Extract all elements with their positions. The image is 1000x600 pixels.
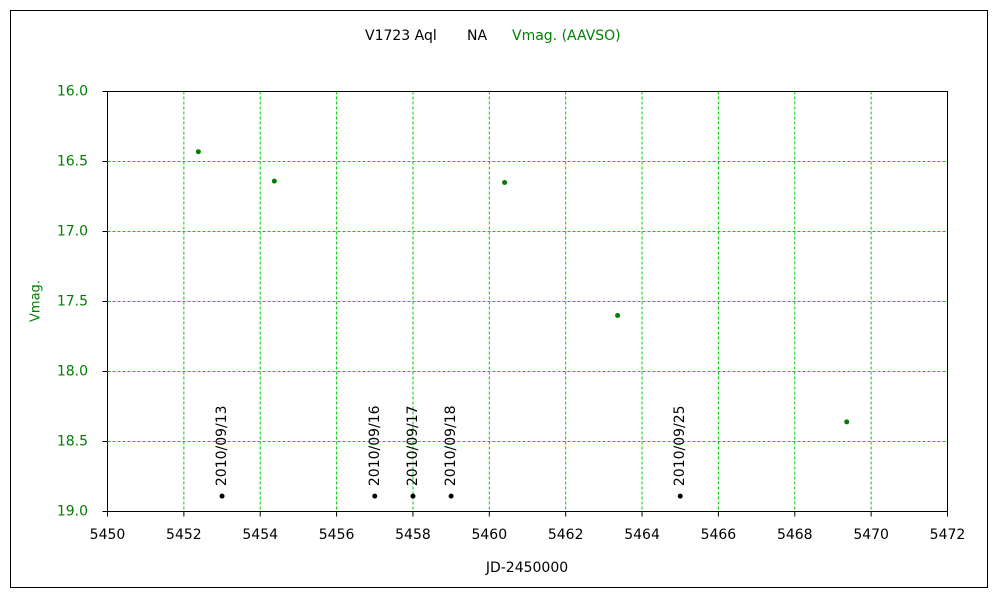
x-tick-label: 5454 — [242, 527, 278, 543]
x-tick-label: 5468 — [777, 527, 813, 543]
x-tick-label: 5458 — [395, 527, 431, 543]
chart-subtitle: NA — [467, 28, 487, 44]
point — [844, 419, 850, 425]
annotation-label: 2010/09/25 — [672, 405, 688, 486]
frame — [10, 10, 988, 588]
x-tick-label: 5462 — [548, 527, 584, 543]
y-tick-label: 16.5 — [57, 154, 88, 170]
annotation-label: 2010/09/16 — [367, 405, 383, 486]
x-tick-label: 5460 — [471, 527, 507, 543]
annotation-marker — [372, 493, 378, 499]
x-tick-label: 5456 — [319, 527, 355, 543]
y-tick-label: 17.0 — [57, 224, 88, 240]
x-tick-label: 5470 — [853, 527, 889, 543]
y-tick-label: 18.0 — [57, 364, 88, 380]
annotation-label: 2010/09/17 — [405, 405, 421, 486]
x-tick-label: 5472 — [930, 527, 966, 543]
annotation-marker — [219, 493, 225, 499]
point — [195, 149, 201, 155]
annotation-label: 2010/09/13 — [214, 405, 230, 486]
point — [615, 313, 621, 318]
point — [502, 180, 508, 185]
annotation-marker — [448, 493, 454, 499]
annotation-marker — [410, 493, 416, 499]
x-tick-label: 5466 — [701, 527, 737, 543]
legend-entry: Vmag. (AAVSO) — [512, 28, 621, 44]
annotation-label: 2010/09/18 — [443, 405, 459, 486]
chart-title: V1723 Aql — [365, 28, 437, 44]
y-tick-label: 16.0 — [57, 84, 88, 100]
y-axis-label: Vmag. — [29, 280, 44, 322]
y-tick-label: 19.0 — [57, 504, 88, 520]
x-tick-label: 5464 — [624, 527, 660, 543]
x-tick-label: 5452 — [166, 527, 202, 543]
x-axis-label: JD-2450000 — [485, 560, 568, 576]
annotation-marker — [677, 493, 683, 499]
point — [271, 178, 277, 184]
y-tick-label: 18.5 — [57, 434, 88, 450]
x-tick-label: 5450 — [90, 527, 126, 543]
y-tick-label: 17.5 — [57, 294, 88, 310]
